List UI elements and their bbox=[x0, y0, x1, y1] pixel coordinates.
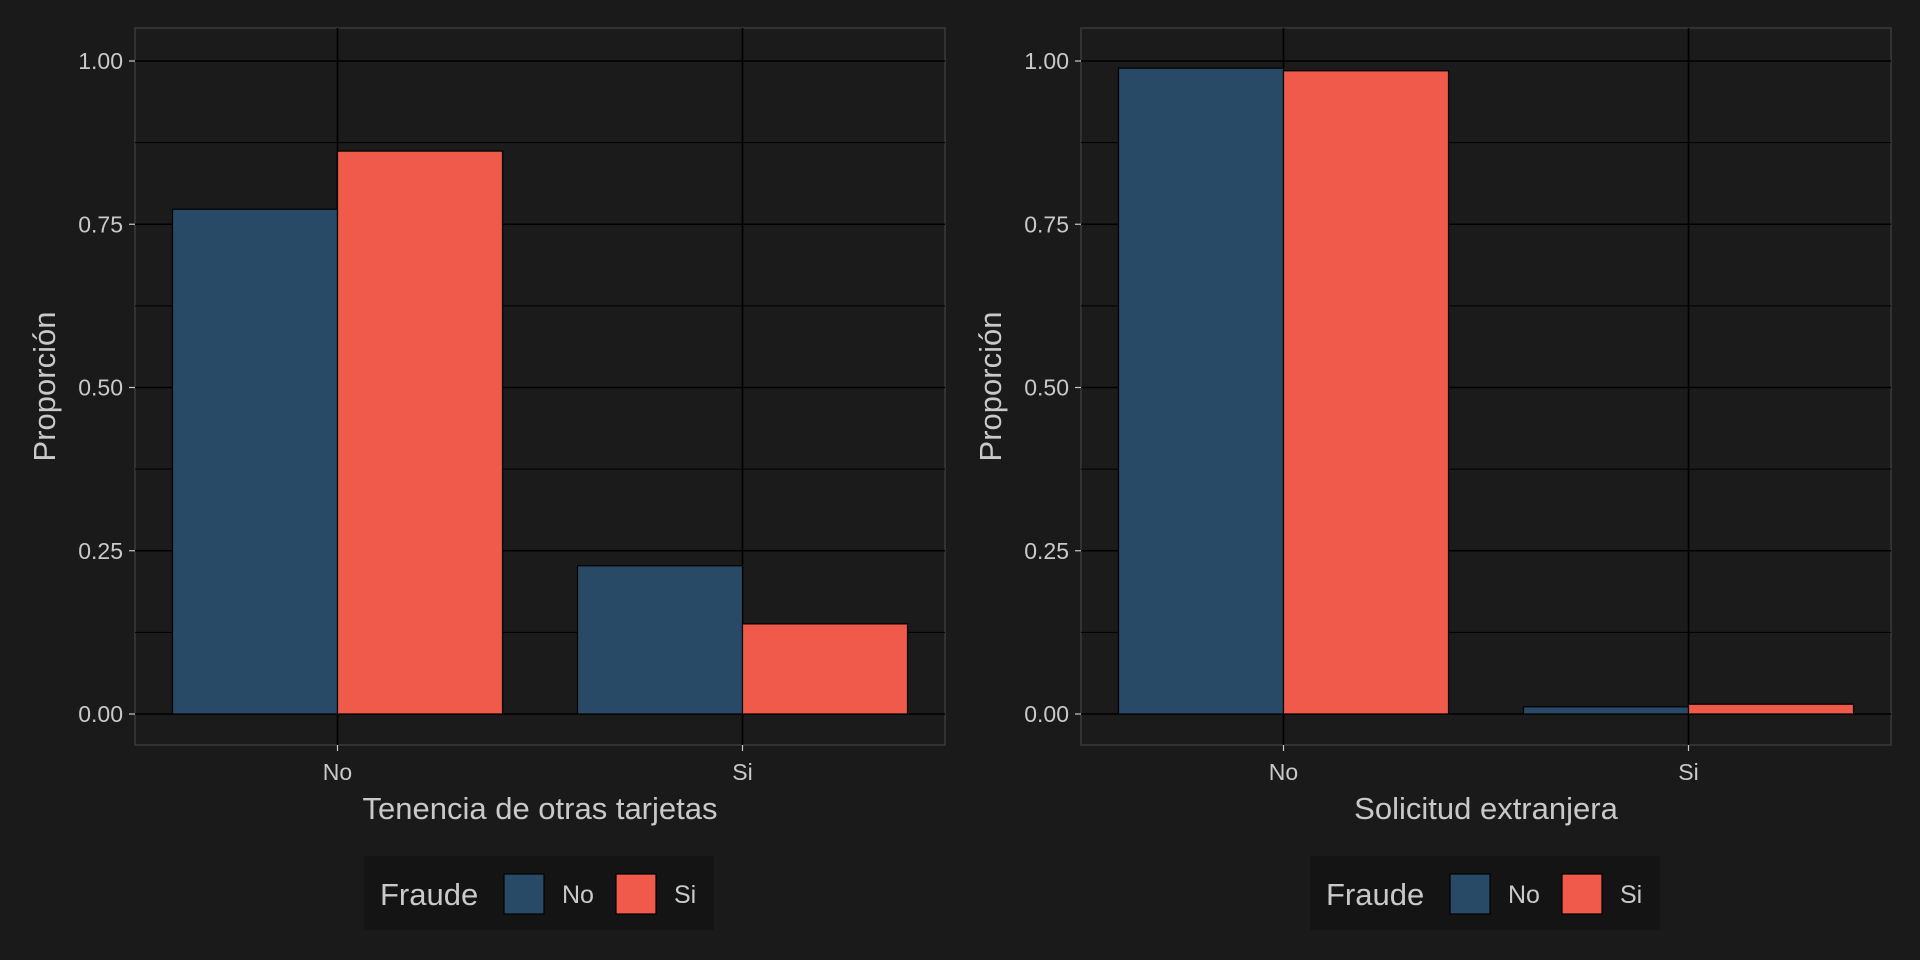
y-tick-label: 0.25 bbox=[1024, 538, 1069, 564]
x-tick-label: No bbox=[1269, 759, 1298, 785]
legend-label: No bbox=[1508, 881, 1540, 909]
x-axis-title: Solicitud extranjera bbox=[1354, 791, 1618, 826]
legend-key-no bbox=[503, 873, 545, 915]
legend-title: Fraude bbox=[1326, 877, 1424, 912]
legend-label: No bbox=[562, 881, 594, 909]
bar-si-no bbox=[336, 150, 504, 715]
legend: Fraude No Si bbox=[1310, 856, 1660, 930]
y-tick-label: 0.75 bbox=[78, 211, 123, 237]
bar-no-no bbox=[1117, 67, 1285, 715]
legend-key-no bbox=[1449, 873, 1491, 915]
y-tick-label: 0.25 bbox=[78, 538, 123, 564]
chart-panel-2: 0.00 0.25 0.50 0.75 1.00 No Si Solicitud extran… bbox=[973, 27, 1892, 930]
legend-key-si bbox=[1561, 873, 1603, 915]
legend-label: Si bbox=[1620, 881, 1642, 909]
y-tick-label: 0.50 bbox=[1024, 375, 1069, 401]
bar-no-no bbox=[171, 208, 339, 715]
legend-key-si bbox=[615, 873, 657, 915]
legend-label: Si bbox=[674, 881, 696, 909]
x-axis-title: Tenencia de otras tarjetas bbox=[363, 791, 718, 826]
y-axis-title: Proporción bbox=[973, 312, 1008, 462]
y-tick-label: 1.00 bbox=[1024, 48, 1069, 74]
bar-no-si bbox=[576, 565, 744, 715]
y-tick-label: 0.00 bbox=[1024, 701, 1069, 727]
legend: Fraude No Si bbox=[364, 856, 714, 930]
x-tick-label: No bbox=[323, 759, 352, 785]
y-axis-title: Proporción bbox=[27, 312, 62, 462]
y-tick-label: 1.00 bbox=[78, 48, 123, 74]
y-tick-label: 0.00 bbox=[78, 701, 123, 727]
bar-si-si bbox=[1687, 703, 1855, 715]
bar-si-no bbox=[1282, 70, 1450, 715]
y-tick-label: 0.75 bbox=[1024, 211, 1069, 237]
legend-title: Fraude bbox=[380, 877, 478, 912]
x-tick-label: Si bbox=[732, 759, 752, 785]
bar-no-si bbox=[1522, 706, 1690, 715]
bar-si-si bbox=[741, 623, 909, 715]
y-tick-label: 0.50 bbox=[78, 375, 123, 401]
x-tick-label: Si bbox=[1678, 759, 1698, 785]
chart-panel-1: 0.00 0.25 0.50 0.75 1.00 No Si Tenencia de otra… bbox=[27, 27, 946, 930]
